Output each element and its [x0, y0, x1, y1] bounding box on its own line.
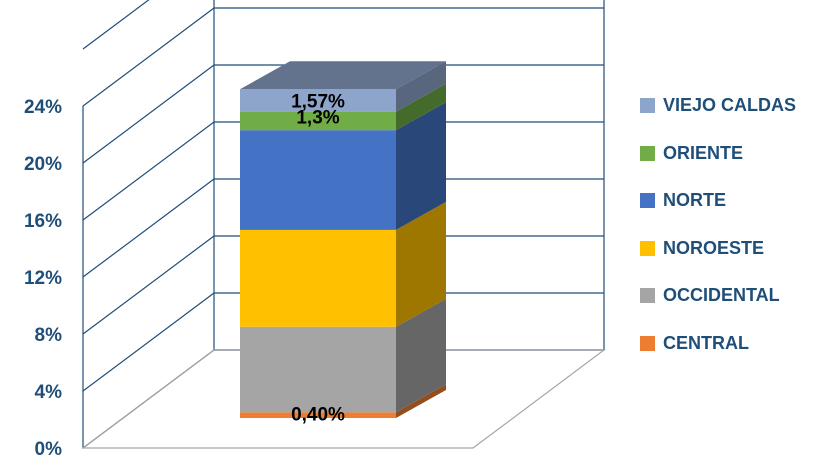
- bar-segment-front: [240, 111, 396, 131]
- legend-item: NOROESTE: [640, 225, 796, 273]
- legend-item: ORIENTE: [640, 130, 796, 178]
- legend-label: CENTRAL: [663, 332, 749, 353]
- legend-swatch: [640, 98, 655, 114]
- legend-label: NORTE: [663, 190, 726, 211]
- y-axis-ticks: 0% 4% 8% 12% 16% 20% 24%: [24, 97, 62, 458]
- data-labels: 0,40% 1,3%1,57%: [291, 91, 345, 425]
- bar-segment-front: [240, 130, 396, 230]
- y-tick-label: 0%: [35, 439, 63, 458]
- legend-item: VIEJO CALDAS: [640, 82, 796, 130]
- legend-swatch: [640, 335, 655, 351]
- side-gridline: [82, 0, 150, 50]
- data-label: 1,57%: [291, 91, 345, 112]
- bar-segment-front: [240, 229, 396, 327]
- side-gridline: [82, 235, 215, 335]
- bar-segment-side: [396, 102, 446, 230]
- side-gridline: [82, 64, 215, 164]
- bar-segment-side: [396, 201, 446, 327]
- side-gridline: [82, 292, 215, 392]
- legend-label: OCCIDENTAL: [663, 285, 780, 306]
- legend-swatch: [640, 240, 655, 256]
- chart-floor: [81, 349, 606, 449]
- bar-segment-front: [240, 412, 396, 418]
- y-tick-label: 4%: [35, 382, 63, 403]
- legend-label: ORIENTE: [663, 142, 744, 163]
- legend-swatch: [640, 288, 655, 304]
- bar-segment-front: [240, 326, 396, 413]
- side-gridline: [82, 7, 215, 107]
- y-tick-label: 12%: [24, 268, 62, 289]
- legend-item: NORTE: [640, 177, 796, 225]
- y-tick-label: 16%: [24, 211, 62, 232]
- chart-legend: VIEJO CALDAS ORIENTE NORTE NOROESTE OCCIDENT…: [640, 82, 796, 367]
- bar-segment-front: [240, 89, 396, 112]
- data-label: 1,3%: [296, 108, 339, 129]
- bar-segment-side: [396, 83, 446, 131]
- bar-segment-side: [396, 384, 446, 418]
- y-tick-label: 8%: [35, 325, 63, 346]
- data-label: 0,40%: [291, 404, 345, 425]
- bar-segment-side: [396, 298, 446, 413]
- legend-item: CENTRAL: [640, 320, 796, 368]
- stacked-bar: [240, 61, 446, 418]
- legend-swatch: [640, 145, 655, 161]
- legend-label: NOROESTE: [663, 237, 765, 258]
- legend-swatch: [640, 193, 655, 209]
- y-tick-label: 20%: [24, 154, 62, 175]
- y-tick-label: 24%: [24, 97, 62, 118]
- bar-top-face: [240, 61, 446, 90]
- side-gridline: [82, 178, 215, 278]
- legend-label: VIEJO CALDAS: [663, 95, 797, 116]
- legend-item: OCCIDENTAL: [640, 272, 796, 320]
- bar-segment-side: [396, 61, 446, 112]
- side-gridline: [82, 121, 215, 221]
